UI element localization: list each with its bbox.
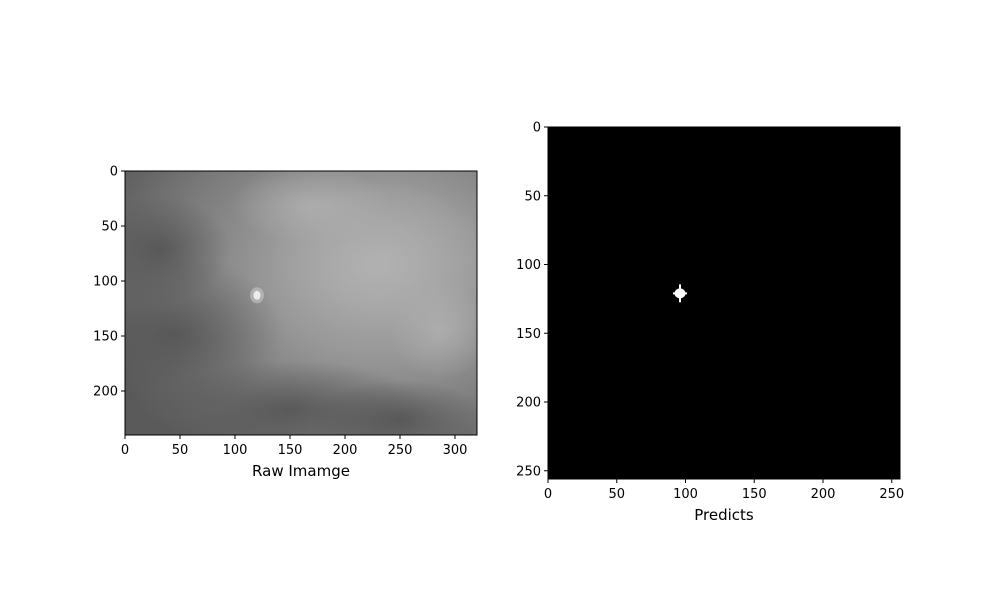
predicts-y-axis: 0 50 100 150 200 250 [516, 121, 548, 479]
predicts-x-axis-label: Predicts [694, 506, 754, 524]
raw-x-tick-label: 100 [223, 443, 248, 458]
predicts-x-tick-label: 100 [673, 487, 698, 502]
predicts-image-frame [547, 126, 901, 480]
predicts-x-tick-label: 50 [608, 487, 625, 502]
predicts-x-tick-label: 200 [811, 487, 836, 502]
predicts-x-axis: 0 50 100 150 200 250 [544, 479, 904, 502]
predicts-x-tick-label: 250 [879, 487, 904, 502]
raw-x-tick-label: 200 [333, 443, 358, 458]
raw-y-tick-label: 150 [93, 330, 118, 345]
raw-y-tick-label: 0 [110, 165, 118, 180]
predicts-y-tick-label: 100 [516, 258, 541, 273]
raw-x-tick-label: 300 [443, 443, 468, 458]
raw-target-blob [250, 287, 264, 304]
predicts-x-tick-label: 0 [544, 487, 552, 502]
raw-y-tick-label: 50 [101, 220, 118, 235]
predicts-y-tick-label: 50 [524, 189, 541, 204]
raw-x-tick-label: 250 [388, 443, 413, 458]
raw-y-axis: 0 50 100 150 200 [93, 165, 125, 400]
predicts-y-tick-label: 0 [533, 121, 541, 136]
raw-y-tick-label: 100 [93, 275, 118, 290]
raw-x-tick-label: 150 [278, 443, 303, 458]
predicts-target-spike [673, 292, 687, 295]
raw-image-frame [124, 170, 478, 436]
predicts-image [548, 127, 900, 479]
raw-x-tick-label: 0 [121, 443, 129, 458]
predicts-target-blob [673, 284, 687, 303]
raw-x-axis-label: Raw Imamge [252, 462, 350, 480]
raw-x-axis: 0 50 100 150 200 250 300 [121, 435, 468, 458]
raw-target-core [253, 290, 261, 300]
raw-x-tick-label: 50 [172, 443, 189, 458]
raw-image-panel: 0 50 100 150 200 250 300 0 50 100 150 200 Raw Imam… [93, 165, 478, 480]
predicts-y-tick-label: 250 [516, 464, 541, 479]
raw-y-tick-label: 200 [93, 385, 118, 400]
predicts-y-tick-label: 200 [516, 396, 541, 411]
raw-image [125, 171, 477, 435]
predicts-x-tick-label: 150 [742, 487, 767, 502]
predicts-y-tick-label: 150 [516, 327, 541, 342]
predicts-panel: 0 50 100 150 200 250 0 50 100 150 200 250 Predicts [516, 121, 904, 525]
